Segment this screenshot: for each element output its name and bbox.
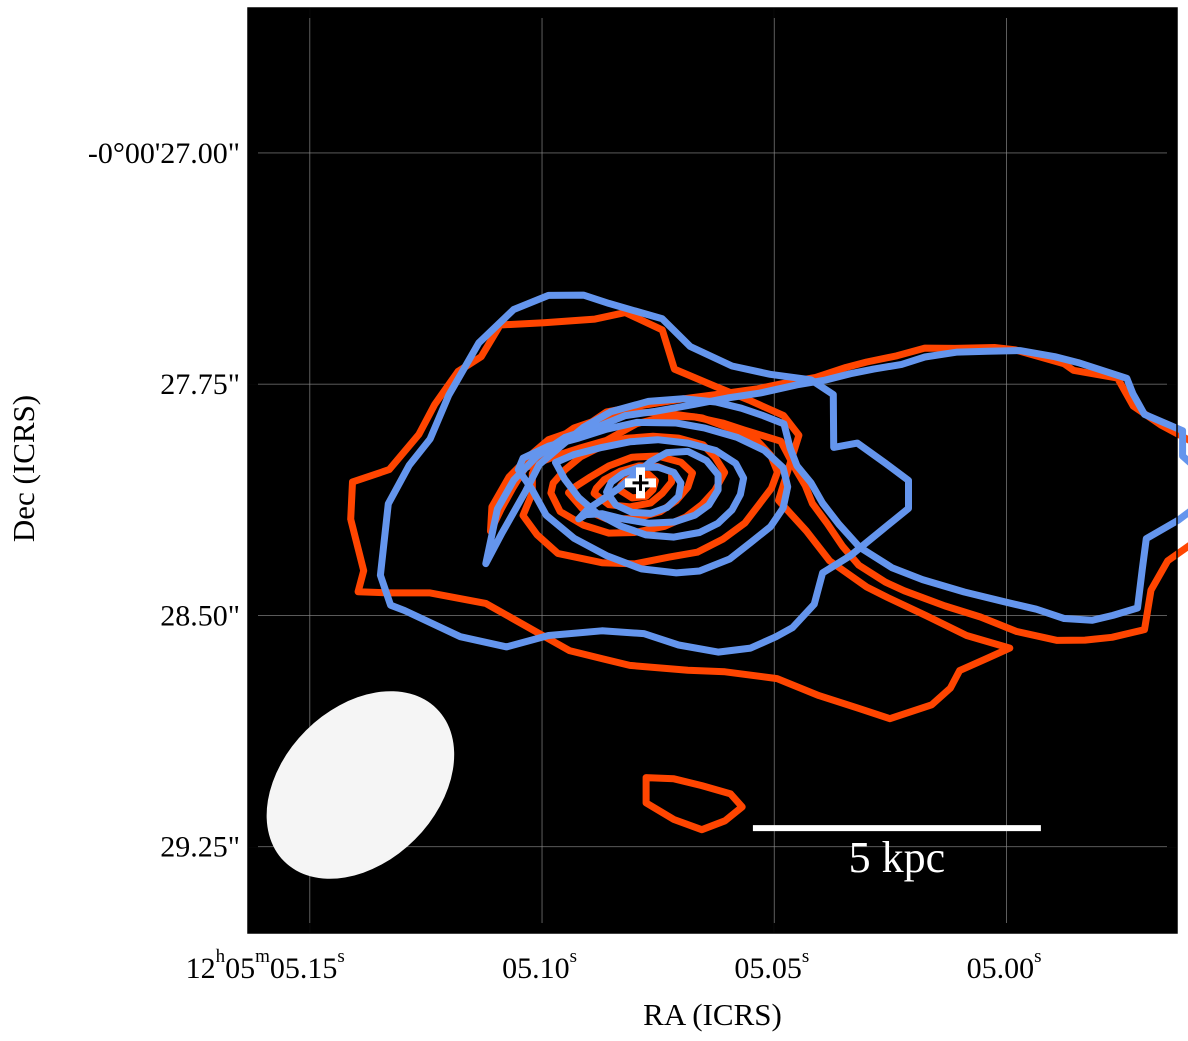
x-tick-label: 12h05m05.15s: [186, 946, 345, 985]
contour-level: [347, 309, 1014, 723]
contour-level: [514, 418, 792, 577]
y-tick-label: -0°00'27.00": [88, 137, 240, 170]
marker-core: [632, 474, 649, 491]
y-tick-labels: -0°00'27.00" 27.75" 28.50" 29.25": [88, 137, 240, 864]
scale-bar-label: 5 kpc: [849, 833, 946, 882]
beam-layer: [266, 691, 455, 879]
contour-level: [376, 291, 912, 656]
beam-ellipse: [266, 691, 455, 879]
scale-bar: 5 kpc: [752, 825, 1041, 882]
contour-series-1: [376, 291, 1188, 656]
contour-level: [642, 774, 746, 834]
x-axis-label: RA (ICRS): [643, 997, 782, 1032]
x-tick-label: 05.05s: [734, 946, 809, 985]
contour-level: [575, 447, 722, 527]
contour-level: [603, 463, 685, 517]
y-tick-label: 28.50": [160, 599, 240, 632]
x-tick-label: 05.10s: [502, 946, 577, 985]
y-axis-label: Dec (ICRS): [6, 395, 41, 542]
contour-level: [482, 347, 1188, 624]
contour-level: [519, 409, 781, 568]
center-marker: [625, 467, 657, 499]
contour-series-0: [347, 309, 1188, 834]
plot-frame: [247, 7, 1178, 934]
y-tick-label: 27.75": [160, 368, 240, 401]
x-tick-label: 05.00s: [967, 946, 1042, 985]
ticks: [248, 8, 1177, 933]
marker-layer: [625, 467, 657, 499]
x-tick-labels: 12h05m05.15s 05.10s 05.05s 05.00s: [186, 946, 1042, 985]
contour-layers: [347, 291, 1188, 834]
y-tick-label: 29.25": [160, 831, 240, 864]
